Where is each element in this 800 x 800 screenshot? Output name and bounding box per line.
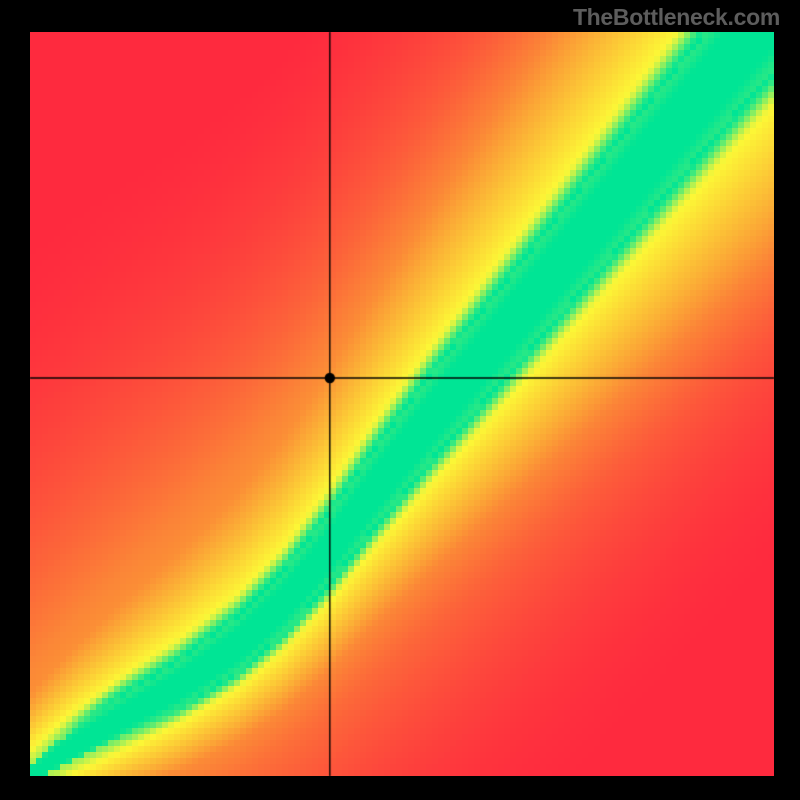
watermark-text: TheBottleneck.com — [573, 4, 780, 31]
bottleneck-heatmap — [30, 32, 774, 776]
chart-container: TheBottleneck.com — [0, 0, 800, 800]
